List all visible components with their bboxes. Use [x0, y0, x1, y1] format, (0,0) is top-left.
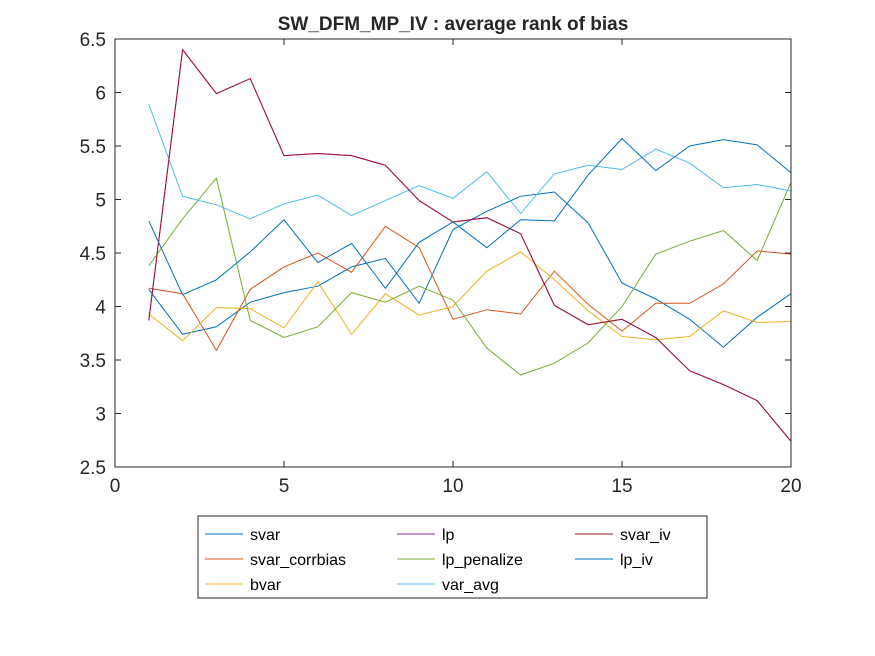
series-line-lp-penalize: [148, 177, 792, 376]
y-tick-label: 4.5: [80, 244, 106, 265]
x-tick-label: 20: [780, 476, 801, 497]
legend-label: lp_penalize: [442, 552, 523, 569]
x-tick-label: 5: [279, 476, 290, 497]
y-tick-label: 5.5: [80, 137, 106, 158]
legend-label: svar_iv: [620, 527, 671, 544]
series-line-var-avg: [148, 104, 792, 220]
legend-label: lp: [442, 527, 455, 544]
legend-item-svar: svar: [205, 527, 281, 544]
legend-box: [197, 515, 708, 599]
y-tick-label: 3.5: [80, 351, 106, 372]
legend-item-lp-penalize: lp_penalize: [397, 552, 523, 569]
legend-label: svar: [250, 527, 281, 544]
legend-label: lp_iv: [620, 552, 653, 569]
y-tick-label: 3: [95, 405, 106, 426]
series-line-bvar: [148, 251, 792, 342]
y-tick-label: 2.5: [80, 458, 106, 479]
series-line-svar: [148, 191, 792, 348]
x-tick-label: 15: [611, 476, 632, 497]
y-tick-label: 4: [95, 298, 106, 319]
x-tick-label: 10: [442, 476, 463, 497]
legend-item-lp-iv: lp_iv: [575, 552, 653, 569]
series-lines: [148, 48, 792, 442]
series-line-lp: [148, 48, 792, 442]
series-line-svar-iv: [148, 48, 792, 442]
legend-item-svar-corrbias: svar_corrbias: [205, 552, 346, 569]
legend-item-bvar: bvar: [205, 577, 282, 594]
legend-item-lp: lp: [397, 527, 455, 544]
legend-item-svar-iv: svar_iv: [575, 527, 671, 544]
series-line-svar-corrbias: [148, 225, 792, 352]
series-line-lp-iv: [148, 137, 792, 296]
legend-label: bvar: [250, 577, 282, 594]
plot-frame: [114, 38, 792, 468]
y-tick-label: 6.5: [80, 30, 106, 51]
legend-item-var-avg: var_avg: [397, 577, 499, 594]
axes: 0 5 10 15 20 2.5 3 3.5 4 4.5 5 5.5 6 6.5: [80, 30, 802, 497]
legend-label: svar_corrbias: [250, 552, 346, 569]
y-tick-label: 5: [95, 191, 106, 212]
x-tick-label: 0: [110, 476, 121, 497]
chart-title: SW_DFM_MP_IV : average rank of bias: [278, 14, 629, 35]
y-tick-label: 6: [95, 84, 106, 105]
legend-label: var_avg: [442, 577, 499, 594]
